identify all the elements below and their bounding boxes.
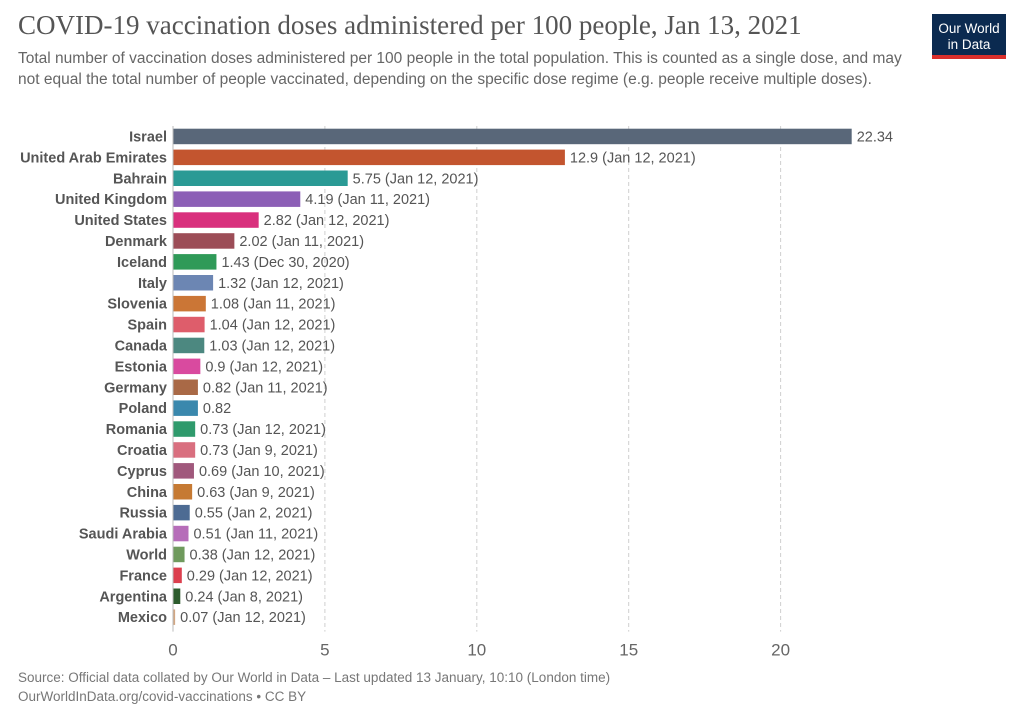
value-label: 0.24 (Jan 8, 2021) <box>185 589 303 605</box>
value-label: 1.32 (Jan 12, 2021) <box>218 276 344 292</box>
x-tick-label: 10 <box>467 641 486 660</box>
category-label: United States <box>74 213 167 229</box>
category-label: Argentina <box>99 589 168 605</box>
value-label: 2.02 (Jan 11, 2021) <box>239 234 364 250</box>
bar-romania <box>173 421 196 437</box>
value-label: 0.73 (Jan 12, 2021) <box>200 422 326 438</box>
value-label: 1.04 (Jan 12, 2021) <box>210 318 336 334</box>
value-label: 0.63 (Jan 9, 2021) <box>197 485 315 501</box>
bar-russia <box>173 504 190 521</box>
value-label: 2.82 (Jan 12, 2021) <box>264 213 390 229</box>
category-label: Estonia <box>115 359 168 375</box>
source-link[interactable]: OurWorldInData.org/covid-vaccinations • … <box>18 689 307 704</box>
category-label: Croatia <box>117 443 168 459</box>
value-label: 1.08 (Jan 11, 2021) <box>211 297 336 313</box>
bar-china <box>173 484 193 500</box>
bar-slovenia <box>173 295 206 312</box>
value-label: 5.75 (Jan 12, 2021) <box>353 171 479 187</box>
value-label: 0.38 (Jan 12, 2021) <box>190 547 316 563</box>
bar-italy <box>173 275 214 291</box>
value-label: 0.29 (Jan 12, 2021) <box>187 568 313 584</box>
bar-croatia <box>173 442 196 458</box>
category-label: Iceland <box>117 255 167 271</box>
logo-line-1: Our World <box>938 21 1000 36</box>
chart-title: COVID-19 vaccination doses administered … <box>18 10 802 40</box>
bar-iceland <box>173 254 217 270</box>
owid-logo[interactable]: Our World in Data <box>932 14 1006 59</box>
bar-world <box>173 546 185 563</box>
value-label: 0.69 (Jan 10, 2021) <box>199 464 325 480</box>
value-label: 4.19 (Jan 11, 2021) <box>305 192 430 208</box>
value-label: 0.82 <box>203 401 231 417</box>
category-label: Slovenia <box>107 297 168 313</box>
category-label: United Arab Emirates <box>20 150 167 166</box>
category-label: World <box>126 547 167 563</box>
bar-spain <box>173 316 205 333</box>
bar-denmark <box>173 233 235 249</box>
bar-canada <box>173 337 205 354</box>
bar-bahrain <box>173 170 348 186</box>
category-label: Bahrain <box>113 171 167 187</box>
category-label: Mexico <box>118 610 167 626</box>
bar-united-states <box>173 212 259 228</box>
value-label: 12.9 (Jan 12, 2021) <box>570 150 696 166</box>
category-label: France <box>119 568 167 584</box>
value-label: 0.07 (Jan 12, 2021) <box>180 610 306 626</box>
category-label: United Kingdom <box>55 192 167 208</box>
category-label: China <box>127 485 168 501</box>
chart-subtitle: Total number of vaccination doses admini… <box>18 50 902 88</box>
x-tick-label: 0 <box>168 641 177 660</box>
x-tick-label: 5 <box>320 641 329 660</box>
value-label: 22.34 <box>857 129 893 145</box>
value-label: 0.9 (Jan 12, 2021) <box>205 359 323 375</box>
bar-saudi-arabia <box>173 525 189 542</box>
source-note: Source: Official data collated by Our Wo… <box>18 670 611 685</box>
x-tick-label: 20 <box>771 641 790 660</box>
logo-line-2: in Data <box>947 37 991 52</box>
bar-united-arab-emirates <box>173 149 565 166</box>
category-label: Saudi Arabia <box>79 527 168 543</box>
bar-argentina <box>173 588 181 604</box>
category-label: Spain <box>128 318 167 334</box>
category-label: Israel <box>129 129 167 145</box>
category-label: Canada <box>115 338 168 354</box>
value-label: 0.55 (Jan 2, 2021) <box>195 506 313 522</box>
category-label: Poland <box>119 401 167 417</box>
category-label: Cyprus <box>117 464 167 480</box>
category-label: Russia <box>119 506 167 522</box>
category-label: Romania <box>106 422 168 438</box>
value-label: 1.03 (Jan 12, 2021) <box>209 338 335 354</box>
x-tick-label: 15 <box>619 641 638 660</box>
bar-mexico <box>173 609 176 625</box>
bar-chart: 0 5 10 15 20 Israel 22.34 United Arab Emirates 1… <box>20 126 893 660</box>
category-label: Italy <box>138 276 167 292</box>
bar-germany <box>173 379 198 395</box>
category-label: Denmark <box>105 234 168 250</box>
value-label: 1.43 (Dec 30, 2020) <box>221 255 349 271</box>
bar-estonia <box>173 358 201 375</box>
bar-cyprus <box>173 463 194 479</box>
footer: Source: Official data collated by Our Wo… <box>18 668 610 706</box>
value-label: 0.51 (Jan 11, 2021) <box>193 527 318 543</box>
bar-france <box>173 567 182 584</box>
bar-united-kingdom <box>173 191 301 207</box>
value-label: 0.82 (Jan 11, 2021) <box>203 380 328 396</box>
category-label: Germany <box>104 380 167 396</box>
bar-poland <box>173 400 198 416</box>
bar-israel <box>173 128 852 145</box>
value-label: 0.73 (Jan 9, 2021) <box>200 443 318 459</box>
